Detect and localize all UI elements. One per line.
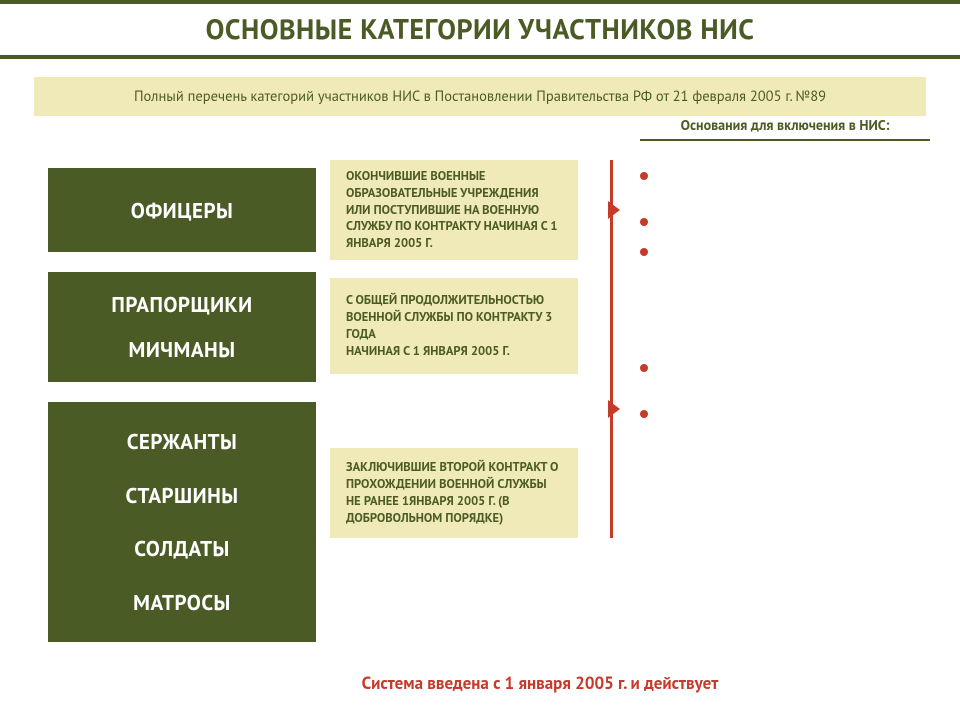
description-text: С ОБЩЕЙ ПРОДОЛЖИТЕЛЬНОСТЬЮ ВОЕННОЙ СЛУЖБ… [346,292,562,360]
grounds-item: ОБРАЩЕНИЯ (В ПИСЬМЕННОЙ ФОРМЕ) ОБ ИХ ВКЛ… [630,360,930,392]
category-label: ПРАПОРЩИКИ [111,291,252,318]
notice-banner: Полный перечень категорий участников НИС… [34,77,926,116]
category-box-praporshchiki: ПРАПОРЩИКИ МИЧМАНЫ [48,272,316,382]
description-text: ОКОНЧИВШИЕ ВОЕННЫЕ ОБРАЗОВАТЕЛЬНЫЕ УЧРЕЖ… [346,168,562,252]
grounds-list-1: ПОЛУЧЕНИЕ ПЕРВОГО ВОИНСКОГО ЗВАНИЯ ОФИЦЕ… [630,168,930,290]
category-label: СЕРЖАНТЫ [127,428,238,455]
title-bar: ОСНОВНЫЕ КАТЕГОРИИ УЧАСТНИКОВ НИС [0,0,960,59]
footer-text: Система введена с 1 января 2005 г. и дей… [330,672,750,694]
grounds-item: ПОЛУЧЕНИЕ ПЕРВОГО ВОИНСКОГО ЗВАНИЯ ОФИЦЕ… [630,168,930,200]
grounds-list-2: ОБРАЩЕНИЯ (В ПИСЬМЕННОЙ ФОРМЕ) ОБ ИХ ВКЛ… [630,360,930,436]
arrow-icon [608,400,620,418]
grounds-item: ЗАКЛЮЧЕНИЕ ВТОРОГО КОНТРАКТА [630,406,930,422]
category-box-soldiers: СЕРЖАНТЫ СТАРШИНЫ СОЛДАТЫ МАТРОСЫ [48,402,316,642]
description-text: ЗАКЛЮЧИВШИЕ ВТОРОЙ КОНТРАКТ О ПРОХОЖДЕНИ… [346,459,562,527]
arrow-icon [608,201,620,219]
description-box-officers: ОКОНЧИВШИЕ ВОЕННЫЕ ОБРАЗОВАТЕЛЬНЫЕ УЧРЕЖ… [330,160,578,260]
category-label: МАТРОСЫ [133,589,231,616]
grounds-item: ОБЩАЯ ПРОДОЛЖИТЕЛЬНОСТЬ СЛУЖБЫ ПО КОНТРА… [630,244,930,276]
diagram-content: ОФИЦЕРЫ ПРАПОРЩИКИ МИЧМАНЫ СЕРЖАНТЫ СТАР… [30,138,930,698]
category-label: МИЧМАНЫ [129,336,236,363]
description-box-soldiers: ЗАКЛЮЧИВШИЕ ВТОРОЙ КОНТРАКТ О ПРОХОЖДЕНИ… [330,448,578,538]
category-box-officers: ОФИЦЕРЫ [48,168,316,252]
grounds-item: ЗАКЛЮЧЕНИЕ ПЕРВОГО КОНТРАКТА [630,214,930,230]
category-label: СТАРШИНЫ [125,482,238,509]
page-title: ОСНОВНЫЕ КАТЕГОРИИ УЧАСТНИКОВ НИС [0,10,960,47]
category-label: СОЛДАТЫ [134,535,230,562]
grounds-heading: Основания для включения в НИС: [640,116,930,141]
category-label: ОФИЦЕРЫ [131,197,233,224]
description-box-praporshchiki: С ОБЩЕЙ ПРОДОЛЖИТЕЛЬНОСТЬЮ ВОЕННОЙ СЛУЖБ… [330,278,578,374]
